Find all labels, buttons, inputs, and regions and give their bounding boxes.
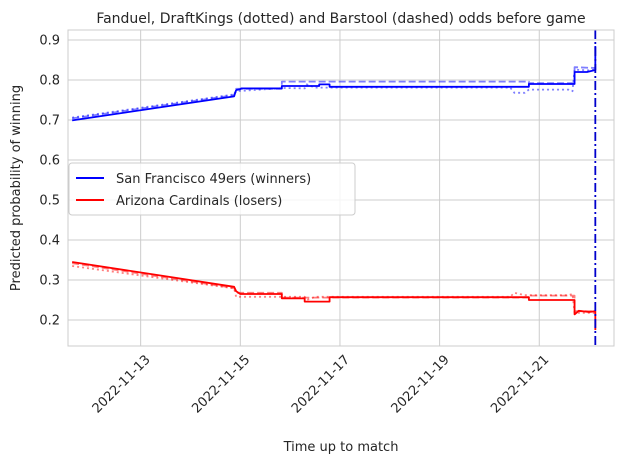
y-tick-label: 0.5: [39, 194, 60, 209]
y-tick-label: 0.9: [39, 34, 60, 49]
series-line-sf-fanduel: [72, 46, 597, 122]
y-tick-label: 0.7: [39, 114, 60, 129]
legend-label-az: Arizona Cardinals (losers): [116, 194, 282, 209]
x-tick-label: 2022-11-21: [488, 352, 552, 416]
y-tick-labels: 0.2 0.3 0.4 0.5 0.6 0.7 0.8 0.9: [39, 34, 60, 329]
x-axis-label: Time up to match: [283, 440, 399, 455]
y-axis-label: Predicted probability of winning: [9, 85, 24, 291]
legend-label-sf: San Francisco 49ers (winners): [116, 172, 311, 187]
y-tick-label: 0.8: [39, 74, 60, 89]
y-tick-label: 0.4: [39, 234, 60, 249]
x-tick-label: 2022-11-17: [289, 352, 353, 416]
x-tick-label: 2022-11-13: [90, 352, 154, 416]
grid: [68, 30, 614, 346]
series-line-sf-barstool: [72, 66, 596, 120]
x-tick-labels: 2022-11-13 2022-11-15 2022-11-17 2022-11-19…: [90, 352, 553, 416]
series-line-az-draftkings: [72, 265, 596, 314]
x-tick-label: 2022-11-15: [189, 352, 253, 416]
legend: San Francisco 49ers (winners) Arizona Ca…: [68, 162, 356, 216]
chart-title: Fanduel, DraftKings (dotted) and Barstoo…: [96, 11, 585, 27]
plot-frame: [67, 29, 615, 347]
x-tick-label: 2022-11-19: [389, 352, 453, 416]
series-layer: [72, 46, 597, 330]
y-tick-label: 0.3: [39, 274, 60, 289]
series-line-az-fanduel: [72, 261, 597, 330]
legend-box: [68, 162, 356, 216]
series-line-az-barstool: [72, 262, 596, 313]
y-tick-label: 0.2: [39, 314, 60, 329]
series-line-sf-draftkings: [72, 68, 596, 119]
y-tick-label: 0.6: [39, 154, 60, 169]
